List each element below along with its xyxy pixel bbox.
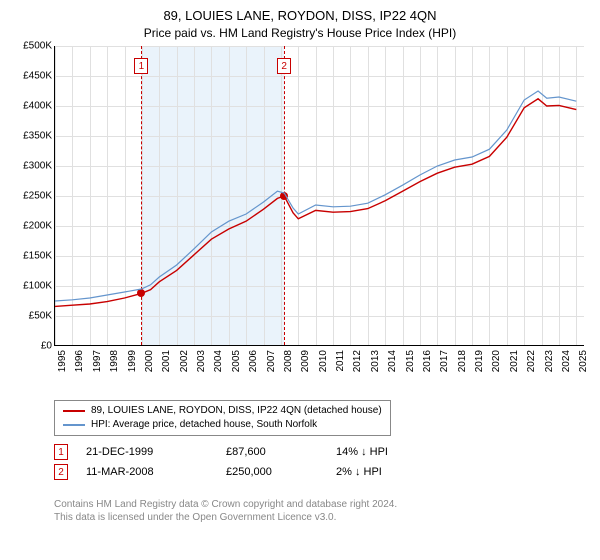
x-axis-label: 2017 [439, 350, 450, 372]
y-axis-label: £500K [23, 40, 52, 51]
chart-area: 12 £0£50K£100K£150K£200K£250K£300K£350K£… [54, 46, 586, 386]
y-axis-label: £0 [41, 340, 52, 351]
x-axis-label: 2010 [318, 350, 329, 372]
footnote: Contains HM Land Registry data © Crown c… [54, 498, 397, 524]
txn-price: £87,600 [226, 446, 336, 458]
marker-badge: 2 [54, 464, 68, 480]
y-axis-label: £450K [23, 70, 52, 81]
x-axis-label: 1995 [57, 350, 68, 372]
plot-region: 12 [54, 46, 584, 346]
y-axis-label: £300K [23, 160, 52, 171]
legend-item: HPI: Average price, detached house, Sout… [63, 418, 382, 432]
x-axis-label: 2000 [144, 350, 155, 372]
x-axis-label: 2015 [405, 350, 416, 372]
x-axis-label: 2001 [161, 350, 172, 372]
txn-date: 11-MAR-2008 [86, 466, 226, 478]
page-title: 89, LOUIES LANE, ROYDON, DISS, IP22 4QN [14, 8, 586, 24]
x-axis-label: 2004 [213, 350, 224, 372]
x-axis-label: 2008 [283, 350, 294, 372]
x-axis-label: 1999 [127, 350, 138, 372]
transaction-row: 1 21-DEC-1999 £87,600 14% ↓ HPI [54, 444, 388, 460]
txn-delta: 2% ↓ HPI [336, 466, 382, 478]
x-axis-label: 2002 [179, 350, 190, 372]
footnote-line: This data is licensed under the Open Gov… [54, 511, 397, 524]
txn-price: £250,000 [226, 466, 336, 478]
x-axis-label: 2012 [352, 350, 363, 372]
x-axis-label: 2023 [544, 350, 555, 372]
x-axis-label: 2020 [491, 350, 502, 372]
y-axis-label: £350K [23, 130, 52, 141]
y-axis-label: £250K [23, 190, 52, 201]
x-axis-label: 1997 [92, 350, 103, 372]
x-axis-label: 2025 [578, 350, 589, 372]
x-axis-label: 2007 [266, 350, 277, 372]
x-axis-label: 2016 [422, 350, 433, 372]
x-axis-label: 2019 [474, 350, 485, 372]
x-axis-label: 1998 [109, 350, 120, 372]
legend-label: HPI: Average price, detached house, Sout… [91, 418, 317, 432]
page-subtitle: Price paid vs. HM Land Registry's House … [14, 26, 586, 40]
x-axis-label: 2024 [561, 350, 572, 372]
y-axis-label: £400K [23, 100, 52, 111]
legend-box: 89, LOUIES LANE, ROYDON, DISS, IP22 4QN … [54, 400, 391, 436]
legend-item: 89, LOUIES LANE, ROYDON, DISS, IP22 4QN … [63, 404, 382, 418]
marker-badge: 1 [54, 444, 68, 460]
x-axis-label: 2005 [231, 350, 242, 372]
y-axis-label: £150K [23, 250, 52, 261]
y-axis-label: £100K [23, 280, 52, 291]
footnote-line: Contains HM Land Registry data © Crown c… [54, 498, 397, 511]
legend-swatch [63, 410, 85, 412]
x-axis-label: 2018 [457, 350, 468, 372]
x-axis-label: 2014 [387, 350, 398, 372]
y-axis-label: £50K [29, 310, 52, 321]
x-axis-label: 2013 [370, 350, 381, 372]
x-axis-label: 2006 [248, 350, 259, 372]
x-axis-label: 2021 [509, 350, 520, 372]
x-axis-label: 2022 [526, 350, 537, 372]
transaction-rows: 1 21-DEC-1999 £87,600 14% ↓ HPI 2 11-MAR… [54, 444, 388, 484]
x-axis-label: 1996 [74, 350, 85, 372]
legend-label: 89, LOUIES LANE, ROYDON, DISS, IP22 4QN … [91, 404, 382, 418]
txn-date: 21-DEC-1999 [86, 446, 226, 458]
x-axis-label: 2009 [300, 350, 311, 372]
x-axis-label: 2011 [335, 350, 346, 372]
y-axis-label: £200K [23, 220, 52, 231]
txn-delta: 14% ↓ HPI [336, 446, 388, 458]
legend-swatch [63, 424, 85, 426]
x-axis-label: 2003 [196, 350, 207, 372]
transaction-row: 2 11-MAR-2008 £250,000 2% ↓ HPI [54, 464, 388, 480]
